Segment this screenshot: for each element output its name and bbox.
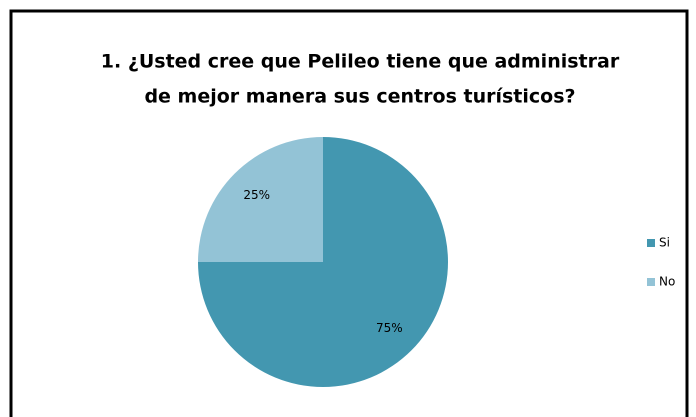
legend-label: Si xyxy=(659,236,670,250)
legend-swatch xyxy=(647,239,655,247)
chart-title: 1. ¿Usted cree que Pelileo tiene que adm… xyxy=(101,51,620,73)
legend-label: No xyxy=(659,275,675,289)
chart-title: de mejor manera sus centros turísticos? xyxy=(144,86,575,108)
legend-swatch xyxy=(647,278,655,286)
pie-slice xyxy=(198,137,323,262)
data-label: 75% xyxy=(376,321,403,335)
data-label: 25% xyxy=(243,188,270,202)
